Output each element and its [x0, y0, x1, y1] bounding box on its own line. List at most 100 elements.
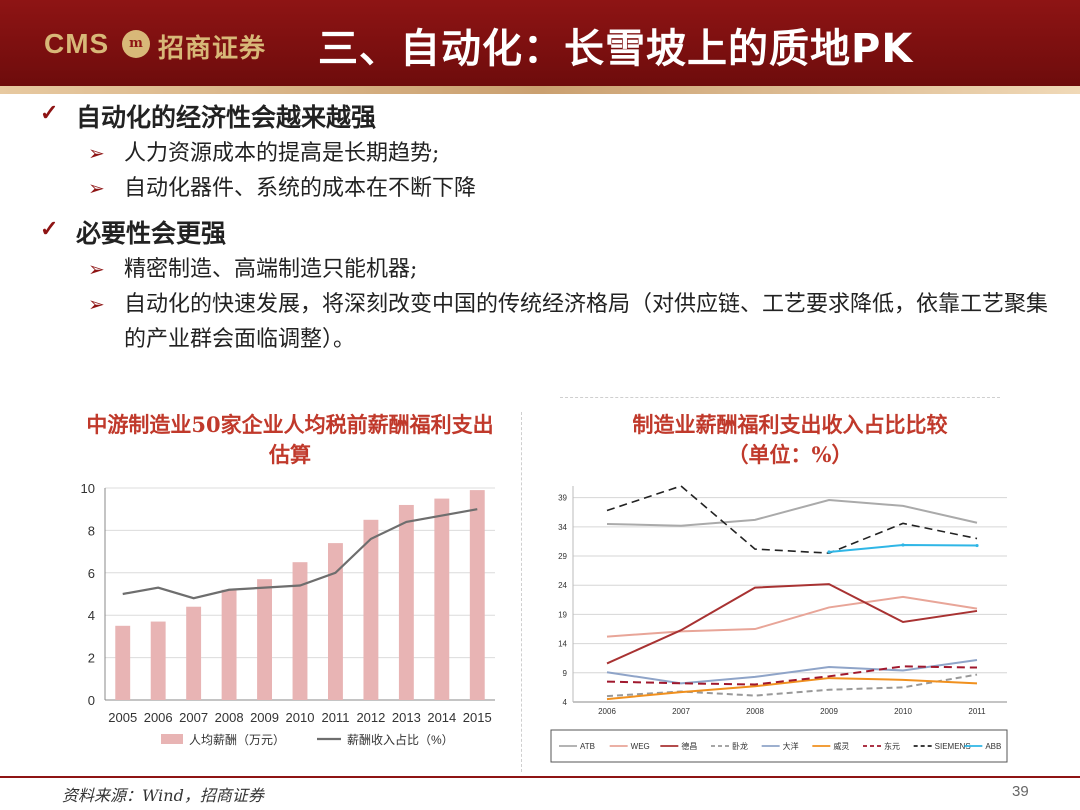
chart-divider	[521, 412, 522, 772]
legend-label: 大洋	[783, 741, 799, 751]
bar	[257, 579, 272, 700]
x-tick-label: 2007	[179, 710, 208, 725]
bullet-item: ✓ 自动化的经济性会越来越强	[40, 96, 1060, 136]
data-point	[827, 550, 831, 554]
data-point	[901, 543, 905, 547]
x-tick-label: 2008	[746, 707, 764, 716]
series-line	[606, 595, 978, 638]
header-bar	[0, 0, 1080, 86]
bar	[328, 543, 343, 700]
series-line	[606, 485, 978, 554]
x-tick-label: 2015	[463, 710, 492, 725]
right-chart-title: 制造业薪酬福利支出收入占比比较 （单位：%）	[565, 410, 1015, 470]
y-tick-label: 4	[88, 608, 95, 623]
right-chart-title-main: 制造业薪酬福利支出收入占比比较	[632, 412, 948, 437]
bar	[469, 490, 485, 700]
logo: CMS m 招商证券	[44, 24, 284, 66]
legend-label: 东元	[884, 741, 900, 751]
right-chart-subtitle: （单位：%）	[727, 442, 853, 467]
bullet-item: ✓ 必要性会更强	[40, 212, 1060, 252]
bar	[363, 519, 379, 700]
sub-bullet-text: 精密制造、高端制造只能机器;	[124, 257, 418, 282]
sub-bullet-text: 人力资源成本的提高是长期趋势;	[124, 141, 440, 166]
bullet-list: ✓ 自动化的经济性会越来越强 ➢ 人力资源成本的提高是长期趋势; ➢ 自动化器件…	[40, 96, 1060, 357]
data-point	[975, 543, 979, 548]
arrow-right-icon: ➢	[88, 292, 105, 316]
legend-label: ATB	[580, 742, 595, 751]
y-tick-label: 14	[558, 640, 567, 649]
check-icon: ✓	[40, 100, 59, 126]
arrow-right-icon: ➢	[88, 257, 105, 281]
bar	[115, 625, 131, 700]
logo-latin: CMS	[44, 28, 110, 59]
page-number: 39	[1012, 783, 1029, 800]
left-chart: 0 2 4 6 8 10 2005 2006 2007 2008 2009 2010 2011 2012 2…	[65, 476, 505, 766]
x-tick-label: 2010	[894, 707, 912, 716]
arrow-right-icon: ➢	[88, 141, 105, 165]
x-tick-label: 2013	[392, 710, 421, 725]
x-tick-label: 2006	[598, 707, 616, 716]
x-tick-label: 2007	[672, 707, 690, 716]
logo-cn: 招商证券	[158, 34, 267, 64]
legend-label: 卧龙	[732, 741, 748, 751]
right-chart: 4 9 14 19 24 29 34 39 2006 2007 2008 2009 2010 2011 AT…	[545, 472, 1015, 772]
bar	[292, 562, 308, 700]
bar	[434, 498, 450, 700]
source-note: 资料来源：Wind，招商证券	[62, 786, 264, 805]
section-divider	[560, 397, 1000, 398]
x-tick-label: 2010	[286, 710, 315, 725]
page-title: 三、自动化：长雪坡上的质地PK	[318, 26, 914, 72]
bullet-text: 自动化的经济性会越来越强	[76, 103, 377, 132]
sub-bullet: ➢ 人力资源成本的提高是长期趋势;	[40, 136, 1060, 171]
logo-emblem-icon: m	[122, 30, 150, 58]
y-tick-label: 2	[88, 651, 95, 666]
series-line	[122, 508, 478, 600]
sub-bullet: ➢ 精密制造、高端制造只能机器;	[40, 252, 1060, 287]
footer-line	[0, 776, 1080, 778]
series-line	[606, 583, 978, 665]
y-tick-label: 29	[558, 552, 567, 561]
sub-bullet-text: 自动化器件、系统的成本在不断下降	[124, 176, 477, 201]
legend-label: 威灵	[833, 741, 849, 751]
sub-bullet: ➢ 自动化的快速发展，将深刻改变中国的传统经济格局（对供应链、工艺要求降低，依靠…	[40, 287, 1060, 357]
bar	[398, 504, 414, 700]
x-tick-label: 2008	[215, 710, 244, 725]
bar	[186, 606, 202, 700]
y-tick-label: 34	[558, 523, 567, 532]
y-tick-label: 8	[88, 523, 95, 538]
sub-bullet-text: 自动化的快速发展，将深刻改变中国的传统经济格局（对供应链、工艺要求降低，依靠工艺…	[124, 292, 1049, 352]
right-chart-svg: 4 9 14 19 24 29 34 39 2006 2007 2008 2009 2010 2011 AT…	[550, 485, 1008, 763]
legend-label: SIEMENS	[935, 742, 971, 751]
arrow-right-icon: ➢	[88, 176, 105, 200]
series-line	[606, 499, 978, 527]
series-line	[606, 658, 978, 685]
legend-label: WEG	[631, 742, 650, 751]
legend-label: 人均薪酬（万元）	[189, 733, 285, 747]
bar	[221, 589, 237, 700]
header-gold-stripe	[0, 86, 1080, 94]
y-tick-label: 39	[558, 494, 567, 503]
x-tick-label: 2014	[427, 710, 456, 725]
x-tick-label: 2012	[356, 710, 385, 725]
series-line	[606, 677, 978, 701]
bar	[150, 621, 166, 700]
y-tick-label: 9	[563, 669, 568, 678]
y-tick-label: 4	[563, 698, 568, 707]
left-chart-svg: 0 2 4 6 8 10 2005 2006 2007 2008 2009 2010 2011 2012 2…	[81, 481, 495, 747]
x-tick-label: 2009	[250, 710, 279, 725]
y-tick-label: 19	[558, 610, 567, 619]
x-tick-label: 2006	[144, 710, 173, 725]
left-chart-title: 中游制造业50家企业人均税前薪酬福利支出估算	[86, 412, 494, 467]
legend-swatch	[161, 734, 183, 744]
y-tick-label: 0	[88, 693, 95, 708]
x-tick-label: 2011	[968, 707, 986, 716]
bullet-text: 必要性会更强	[76, 219, 227, 248]
legend-label: 薪酬收入占比（%）	[347, 732, 454, 747]
y-tick-label: 6	[88, 566, 95, 581]
check-icon: ✓	[40, 216, 59, 242]
x-tick-label: 2005	[108, 710, 137, 725]
legend-label: 德昌	[681, 741, 697, 751]
x-tick-label: 2011	[321, 710, 349, 725]
legend-label: ABB	[985, 742, 1001, 751]
sub-bullet: ➢ 自动化器件、系统的成本在不断下降	[40, 171, 1060, 206]
